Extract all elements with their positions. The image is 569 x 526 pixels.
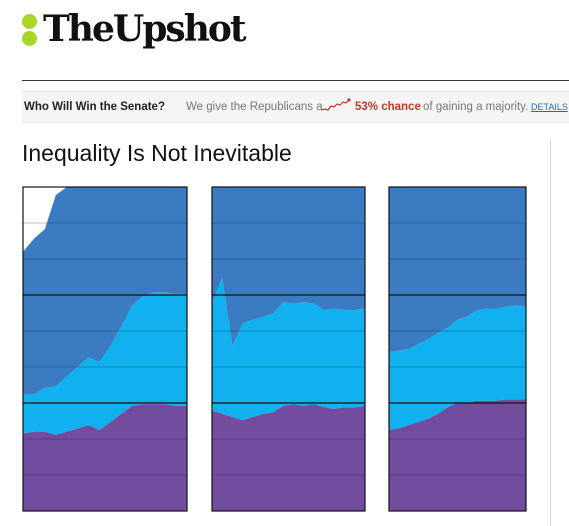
panel-frame — [211, 186, 366, 512]
chart-panel-2 — [211, 186, 366, 512]
promo-question[interactable]: Who Will Win the Senate? — [24, 101, 165, 113]
middle-share-area — [23, 292, 187, 435]
logo-dots-icon — [22, 14, 38, 46]
bottom-share-area — [23, 404, 187, 511]
promo-description: We give the Republicans a — [186, 101, 323, 113]
logo-wordmark: TheUpshot — [43, 8, 247, 50]
panel-frame — [22, 186, 188, 512]
header-divider — [22, 80, 569, 81]
top-share-area — [212, 187, 365, 346]
bottom-share-area — [389, 399, 526, 511]
column-divider — [550, 140, 551, 526]
chart-panel-1 — [22, 186, 188, 512]
upshot-logo[interactable]: TheUpshot — [22, 8, 282, 50]
middle-share-area — [212, 277, 365, 421]
details-link[interactable]: DETAILS — [531, 102, 568, 112]
panel-frame — [388, 186, 527, 512]
senate-forecast-promo[interactable]: Who Will Win the Senate? We give the Rep… — [22, 91, 569, 123]
top-share-area — [389, 187, 526, 353]
middle-share-area — [389, 305, 526, 430]
promo-rest: of gaining a majority. — [423, 101, 529, 113]
promo-chance: 53% chance — [355, 101, 421, 113]
bottom-share-area — [212, 404, 365, 511]
article-headline[interactable]: Inequality Is Not Inevitable — [22, 140, 292, 166]
sparkline-icon — [320, 98, 351, 111]
top-share-area — [23, 187, 187, 395]
chart-panel-3 — [388, 186, 527, 512]
